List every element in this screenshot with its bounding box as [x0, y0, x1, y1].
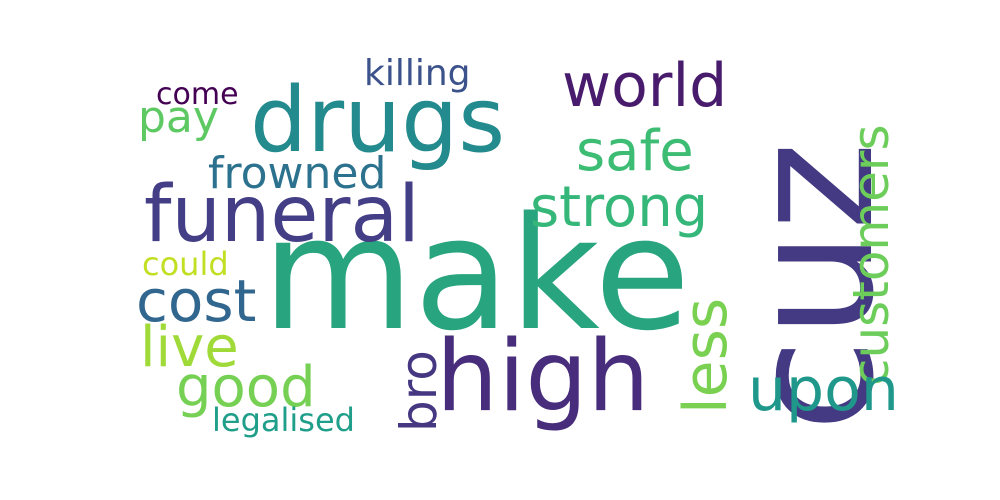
word-good: good	[176, 355, 316, 420]
word-live: live	[140, 315, 239, 380]
word-pay: pay	[138, 92, 219, 143]
word-come: come	[156, 77, 239, 112]
word-world: world	[562, 51, 728, 121]
word-high: high	[436, 320, 650, 434]
word-killing: killing	[364, 53, 471, 94]
word-frowned: frowned	[208, 148, 387, 199]
word-legalised: legalised	[212, 401, 355, 439]
word-drugs: drugs	[250, 68, 506, 173]
word-bro: bro	[390, 350, 448, 432]
word-could: could	[142, 245, 229, 283]
word-cost: cost	[136, 267, 257, 335]
word-funeral: funeral	[144, 170, 420, 260]
word-strong: strong	[530, 175, 709, 240]
word-upon: upon	[748, 355, 899, 425]
word-make: make	[262, 183, 691, 365]
word-safe: safe	[576, 119, 694, 184]
word-customers: customers	[842, 124, 900, 387]
word-less: less	[671, 297, 741, 414]
